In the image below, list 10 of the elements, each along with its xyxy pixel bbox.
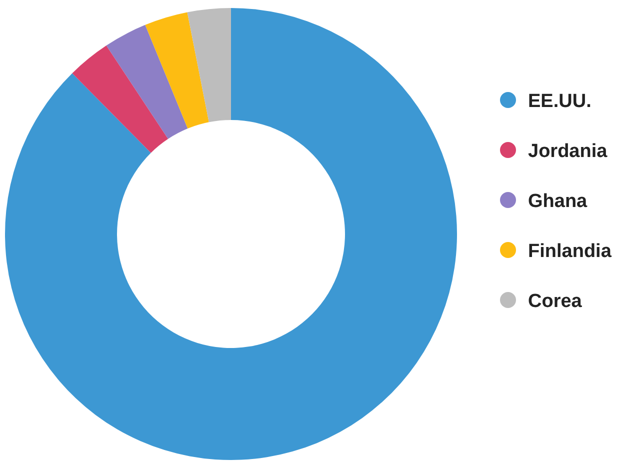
donut-slice bbox=[5, 8, 457, 460]
legend-label: Finlandia bbox=[528, 241, 612, 262]
legend-label: EE.UU. bbox=[528, 91, 592, 112]
donut-slice bbox=[106, 24, 188, 139]
legend-label: Jordania bbox=[528, 141, 608, 162]
donut-slice bbox=[72, 46, 168, 153]
legend-label: Ghana bbox=[528, 191, 588, 212]
legend-label: Corea bbox=[528, 291, 582, 312]
donut-slice bbox=[145, 12, 209, 129]
donut-slice bbox=[187, 8, 231, 122]
